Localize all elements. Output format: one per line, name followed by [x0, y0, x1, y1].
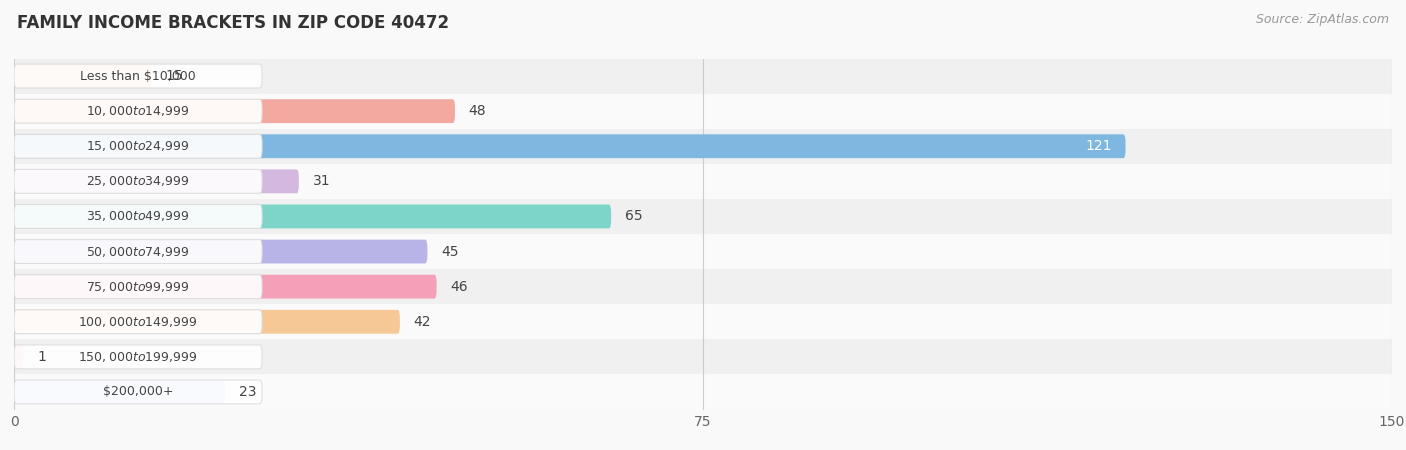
FancyBboxPatch shape — [14, 380, 225, 404]
Text: $75,000 to $99,999: $75,000 to $99,999 — [86, 279, 190, 294]
FancyBboxPatch shape — [14, 64, 152, 88]
Text: 23: 23 — [239, 385, 257, 399]
FancyBboxPatch shape — [14, 274, 262, 299]
FancyBboxPatch shape — [14, 64, 262, 88]
FancyBboxPatch shape — [14, 99, 262, 123]
FancyBboxPatch shape — [14, 99, 456, 123]
Text: Less than $10,000: Less than $10,000 — [80, 70, 195, 82]
FancyBboxPatch shape — [14, 134, 262, 158]
Text: 1: 1 — [37, 350, 46, 364]
FancyBboxPatch shape — [14, 345, 262, 369]
Text: $15,000 to $24,999: $15,000 to $24,999 — [86, 139, 190, 153]
Text: Source: ZipAtlas.com: Source: ZipAtlas.com — [1256, 14, 1389, 27]
Text: $50,000 to $74,999: $50,000 to $74,999 — [86, 244, 190, 259]
Text: 121: 121 — [1085, 139, 1112, 153]
Text: 46: 46 — [450, 279, 468, 294]
Text: $35,000 to $49,999: $35,000 to $49,999 — [86, 209, 190, 224]
FancyBboxPatch shape — [14, 169, 262, 194]
Bar — [14, 269, 1392, 304]
Text: 15: 15 — [166, 69, 183, 83]
Text: FAMILY INCOME BRACKETS IN ZIP CODE 40472: FAMILY INCOME BRACKETS IN ZIP CODE 40472 — [17, 14, 449, 32]
FancyBboxPatch shape — [14, 204, 262, 229]
Text: $100,000 to $149,999: $100,000 to $149,999 — [79, 315, 198, 329]
Text: 65: 65 — [624, 209, 643, 224]
FancyBboxPatch shape — [14, 169, 299, 194]
FancyBboxPatch shape — [14, 204, 612, 229]
FancyBboxPatch shape — [14, 310, 399, 334]
Text: $150,000 to $199,999: $150,000 to $199,999 — [79, 350, 198, 364]
Bar — [14, 339, 1392, 374]
Bar — [14, 58, 1392, 94]
Bar — [14, 199, 1392, 234]
Text: $25,000 to $34,999: $25,000 to $34,999 — [86, 174, 190, 189]
Text: 42: 42 — [413, 315, 432, 329]
FancyBboxPatch shape — [14, 274, 437, 299]
FancyBboxPatch shape — [14, 239, 262, 264]
Text: 31: 31 — [312, 174, 330, 189]
Bar — [14, 374, 1392, 410]
Bar — [14, 234, 1392, 269]
FancyBboxPatch shape — [14, 134, 1126, 158]
FancyBboxPatch shape — [14, 345, 24, 369]
Bar — [14, 129, 1392, 164]
Text: 48: 48 — [468, 104, 486, 118]
Bar — [14, 304, 1392, 339]
FancyBboxPatch shape — [14, 239, 427, 264]
Bar — [14, 94, 1392, 129]
Text: $10,000 to $14,999: $10,000 to $14,999 — [86, 104, 190, 118]
FancyBboxPatch shape — [14, 310, 262, 334]
Text: $200,000+: $200,000+ — [103, 386, 173, 398]
Bar — [14, 164, 1392, 199]
Text: 45: 45 — [441, 244, 458, 259]
FancyBboxPatch shape — [14, 380, 262, 404]
